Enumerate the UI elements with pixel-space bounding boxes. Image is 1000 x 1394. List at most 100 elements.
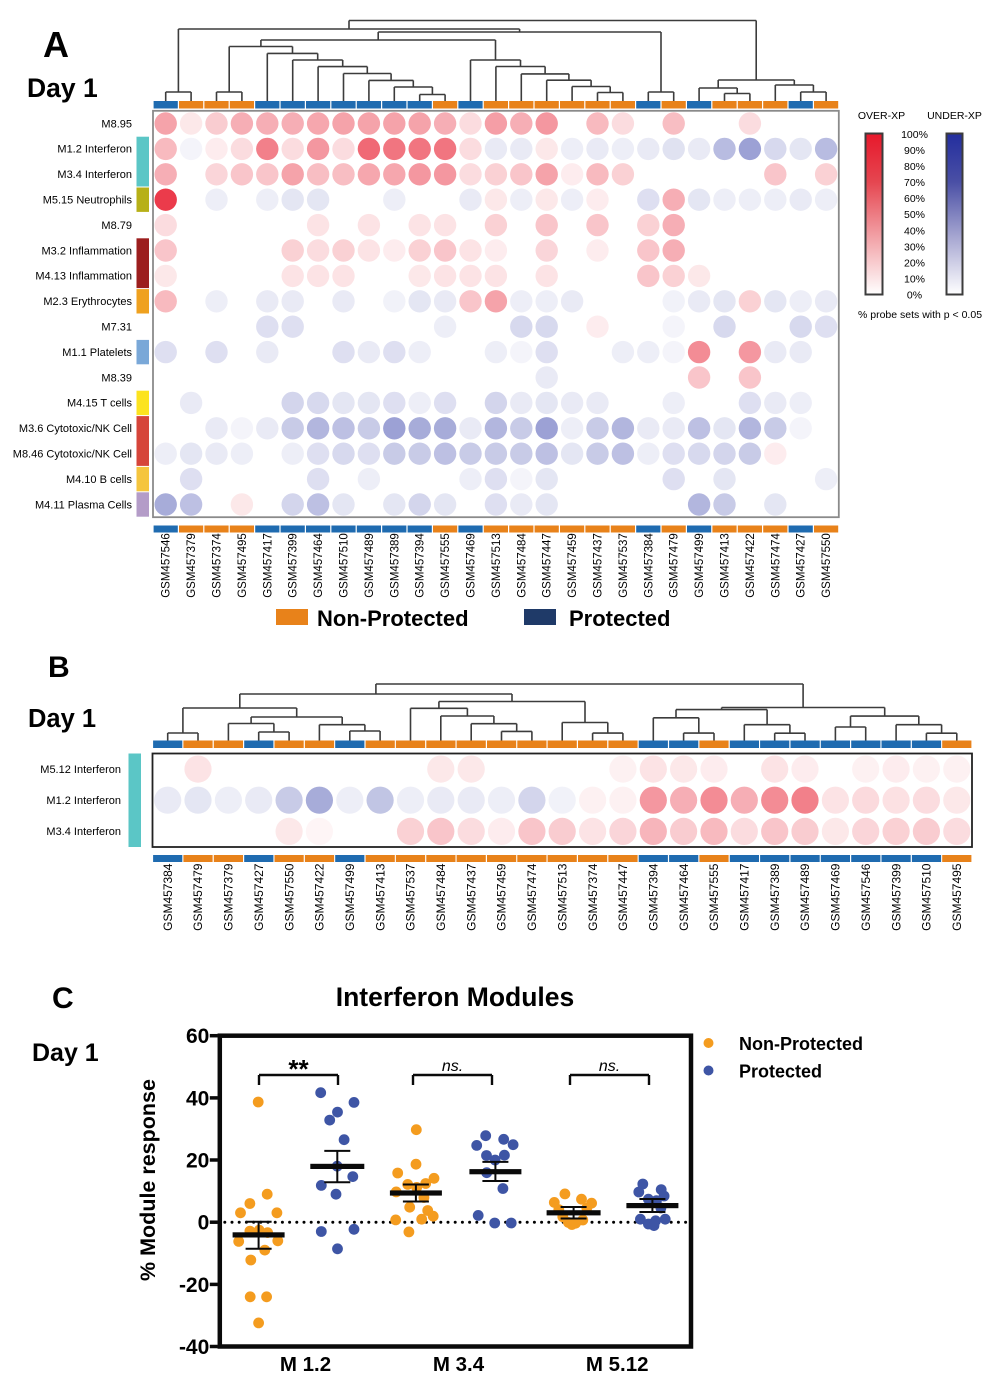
svg-text:GSM457459: GSM457459 xyxy=(567,533,579,598)
svg-text:GSM457474: GSM457474 xyxy=(525,863,539,931)
svg-text:% probe sets with p < 0.05: % probe sets with p < 0.05 xyxy=(858,309,982,321)
svg-text:M8.95: M8.95 xyxy=(101,118,132,130)
svg-text:GSM457422: GSM457422 xyxy=(745,533,757,598)
svg-text:M 3.4: M 3.4 xyxy=(433,1353,485,1376)
svg-text:M7.31: M7.31 xyxy=(101,322,132,334)
svg-text:GSM457417: GSM457417 xyxy=(738,863,752,931)
svg-text:10%: 10% xyxy=(904,274,925,286)
svg-text:GSM457495: GSM457495 xyxy=(950,863,964,931)
svg-text:GSM457550: GSM457550 xyxy=(821,533,833,598)
svg-text:-20: -20 xyxy=(179,1274,209,1297)
svg-text:M8.46 Cytotoxic/NK Cell: M8.46 Cytotoxic/NK Cell xyxy=(13,449,132,461)
svg-text:GSM457489: GSM457489 xyxy=(798,863,812,931)
svg-text:50%: 50% xyxy=(904,209,925,221)
svg-text:40: 40 xyxy=(186,1087,209,1110)
svg-text:20: 20 xyxy=(186,1150,209,1173)
svg-text:Day 1: Day 1 xyxy=(27,73,98,103)
svg-text:GSM457479: GSM457479 xyxy=(669,533,681,598)
svg-text:GSM457413: GSM457413 xyxy=(373,863,387,931)
svg-text:60%: 60% xyxy=(904,193,925,205)
svg-text:GSM457510: GSM457510 xyxy=(339,533,351,598)
svg-text:GSM457513: GSM457513 xyxy=(555,863,569,931)
svg-text:20%: 20% xyxy=(904,257,925,269)
svg-text:GSM457537: GSM457537 xyxy=(404,863,418,931)
svg-text:C: C xyxy=(52,982,74,1015)
svg-text:GSM457389: GSM457389 xyxy=(389,533,401,598)
svg-text:Protected: Protected xyxy=(739,1062,822,1082)
svg-text:M2.3 Erythrocytes: M2.3 Erythrocytes xyxy=(43,296,132,308)
svg-text:M4.13 Inflammation: M4.13 Inflammation xyxy=(35,271,132,283)
svg-text:GSM457417: GSM457417 xyxy=(262,533,274,598)
svg-text:M5.15 Neutrophils: M5.15 Neutrophils xyxy=(43,195,133,207)
svg-text:M8.39: M8.39 xyxy=(101,372,132,384)
svg-text:GSM457464: GSM457464 xyxy=(313,533,325,598)
svg-text:M4.15 T cells: M4.15 T cells xyxy=(67,398,133,410)
svg-text:Protected: Protected xyxy=(569,606,670,631)
svg-text:GSM457379: GSM457379 xyxy=(222,863,236,931)
svg-text:M4.11 Plasma Cells: M4.11 Plasma Cells xyxy=(35,499,132,511)
svg-text:GSM457484: GSM457484 xyxy=(434,863,448,931)
svg-text:M1.2 Interferon: M1.2 Interferon xyxy=(57,144,132,156)
svg-text:% Module response: % Module response xyxy=(136,1079,160,1281)
svg-text:ns.: ns. xyxy=(599,1058,620,1075)
svg-text:GSM457399: GSM457399 xyxy=(889,863,903,931)
svg-text:M 1.2: M 1.2 xyxy=(280,1353,331,1376)
svg-text:M3.6 Cytotoxic/NK Cell: M3.6 Cytotoxic/NK Cell xyxy=(19,423,132,435)
svg-text:80%: 80% xyxy=(904,161,925,173)
svg-text:-40: -40 xyxy=(179,1336,209,1359)
svg-text:GSM457555: GSM457555 xyxy=(440,533,452,598)
svg-text:GSM457464: GSM457464 xyxy=(677,863,691,931)
svg-text:ns.: ns. xyxy=(442,1058,463,1075)
svg-text:GSM457550: GSM457550 xyxy=(282,863,296,931)
svg-text:GSM457479: GSM457479 xyxy=(191,863,205,931)
svg-text:Non-Protected: Non-Protected xyxy=(317,606,469,631)
svg-text:Day 1: Day 1 xyxy=(32,1039,99,1067)
svg-text:M1.2 Interferon: M1.2 Interferon xyxy=(46,795,121,807)
svg-text:GSM457469: GSM457469 xyxy=(829,863,843,931)
svg-text:GSM457389: GSM457389 xyxy=(768,863,782,931)
svg-text:M3.4 Interferon: M3.4 Interferon xyxy=(46,826,121,838)
svg-text:0: 0 xyxy=(198,1212,210,1235)
svg-text:40%: 40% xyxy=(904,225,925,237)
svg-text:M3.2 Inflammation: M3.2 Inflammation xyxy=(42,245,132,257)
svg-text:0%: 0% xyxy=(907,290,922,302)
svg-text:GSM457437: GSM457437 xyxy=(593,533,605,598)
svg-text:GSM457447: GSM457447 xyxy=(542,533,554,598)
svg-text:GSM457510: GSM457510 xyxy=(920,863,934,931)
svg-text:GSM457495: GSM457495 xyxy=(237,533,249,598)
svg-text:Interferon Modules: Interferon Modules xyxy=(336,982,575,1012)
svg-text:GSM457437: GSM457437 xyxy=(464,863,478,931)
svg-text:M4.10 B cells: M4.10 B cells xyxy=(66,474,133,486)
svg-text:A: A xyxy=(43,24,69,65)
svg-text:M5.12 Interferon: M5.12 Interferon xyxy=(40,764,121,776)
svg-text:GSM457459: GSM457459 xyxy=(495,863,509,931)
svg-text:100%: 100% xyxy=(901,129,928,141)
svg-text:OVER-XP: OVER-XP xyxy=(858,110,905,122)
svg-text:70%: 70% xyxy=(904,177,925,189)
svg-text:GSM457555: GSM457555 xyxy=(707,863,721,931)
svg-text:**: ** xyxy=(288,1054,309,1084)
svg-text:GSM457484: GSM457484 xyxy=(516,533,528,598)
svg-text:GSM457384: GSM457384 xyxy=(161,863,175,931)
svg-text:GSM457537: GSM457537 xyxy=(618,533,630,598)
svg-text:GSM457499: GSM457499 xyxy=(694,533,706,598)
svg-text:Day 1: Day 1 xyxy=(28,705,96,733)
svg-text:GSM457394: GSM457394 xyxy=(415,533,427,598)
svg-text:GSM457399: GSM457399 xyxy=(288,533,300,598)
svg-text:GSM457546: GSM457546 xyxy=(161,533,173,598)
svg-text:GSM457384: GSM457384 xyxy=(643,533,655,598)
svg-text:GSM457469: GSM457469 xyxy=(466,533,478,598)
svg-text:GSM457513: GSM457513 xyxy=(491,533,503,598)
svg-text:M 5.12: M 5.12 xyxy=(586,1353,649,1376)
svg-text:GSM457413: GSM457413 xyxy=(720,533,732,598)
svg-text:90%: 90% xyxy=(904,145,925,157)
svg-text:30%: 30% xyxy=(904,241,925,253)
svg-text:GSM457427: GSM457427 xyxy=(796,533,808,598)
svg-text:GSM457546: GSM457546 xyxy=(859,863,873,931)
svg-text:GSM457474: GSM457474 xyxy=(770,533,782,598)
svg-text:GSM457499: GSM457499 xyxy=(343,863,357,931)
svg-text:GSM457394: GSM457394 xyxy=(647,863,661,931)
svg-text:M1.1 Platelets: M1.1 Platelets xyxy=(62,347,132,359)
svg-text:B: B xyxy=(48,651,70,684)
svg-text:UNDER-XP: UNDER-XP xyxy=(927,110,982,122)
